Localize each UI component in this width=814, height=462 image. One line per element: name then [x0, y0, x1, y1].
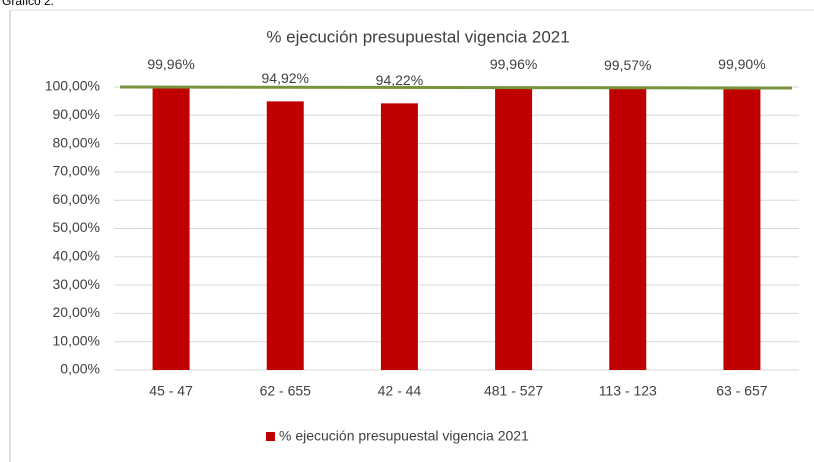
value-label: 99,90% [718, 56, 765, 72]
y-tick-label: 20,00% [53, 304, 100, 320]
y-tick-label: 40,00% [53, 248, 100, 264]
chart-title: % ejecución presupuestal vigencia 2021 [266, 27, 569, 46]
value-label: 99,96% [147, 56, 194, 72]
y-tick-label: 30,00% [53, 276, 100, 292]
bar [380, 103, 418, 371]
bar [266, 101, 304, 370]
x-tick-label: 42 - 44 [378, 383, 422, 399]
y-tick-label: 90,00% [53, 106, 100, 122]
x-tick-label: 113 - 123 [599, 383, 657, 399]
x-tick-label: 62 - 655 [260, 383, 312, 399]
bar [495, 87, 533, 371]
value-label: 94,92% [262, 70, 309, 86]
bar [723, 87, 761, 371]
value-label: 99,96% [490, 56, 537, 72]
y-tick-label: 10,00% [53, 332, 100, 348]
y-tick-label: 70,00% [53, 163, 100, 179]
bar [609, 88, 647, 370]
y-tick-label: 60,00% [53, 191, 100, 207]
x-tick-label: 481 - 527 [484, 383, 543, 399]
y-tick-label: 100,00% [45, 78, 100, 94]
x-tick-label: 63 - 657 [716, 383, 768, 399]
reference-line [119, 85, 793, 90]
y-tick-label: 80,00% [53, 134, 100, 150]
legend-swatch [266, 432, 275, 441]
caption: Gráfico 2. [2, 0, 54, 8]
y-tick-label: 0,00% [60, 361, 100, 377]
legend-label: % ejecución presupuestal vigencia 2021 [279, 428, 529, 444]
y-tick-label: 50,00% [53, 219, 100, 235]
x-tick-label: 45 - 47 [149, 383, 193, 399]
bar [152, 87, 190, 371]
value-label: 99,57% [604, 57, 651, 73]
value-label: 94,22% [376, 72, 423, 88]
